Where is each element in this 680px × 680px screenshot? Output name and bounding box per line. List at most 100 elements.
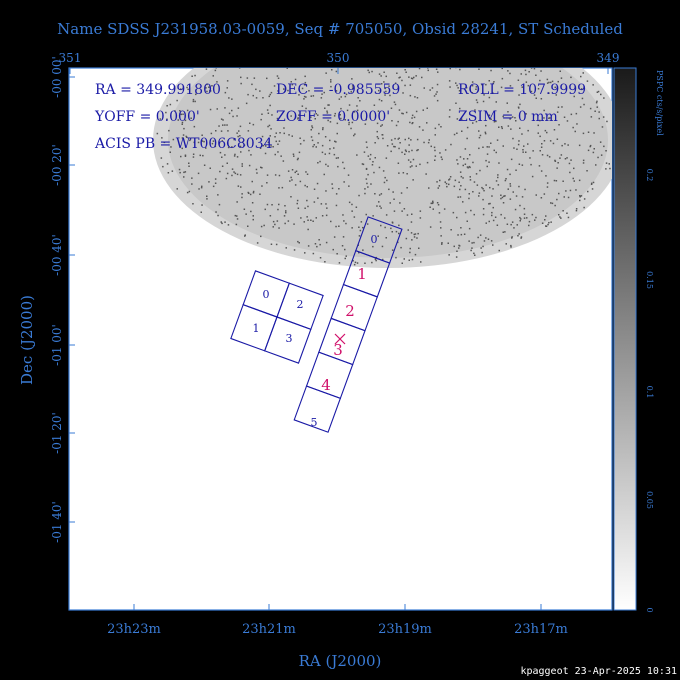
image-pixel <box>354 261 357 264</box>
image-pixel <box>256 242 259 244</box>
image-pixel <box>429 226 432 228</box>
image-pixel <box>355 206 358 208</box>
image-pixel <box>579 196 581 198</box>
image-pixel <box>511 237 513 239</box>
image-pixel <box>342 214 344 216</box>
image-pixel <box>566 120 569 122</box>
image-pixel <box>270 128 272 130</box>
left-tick-label: -00 00' <box>50 56 64 98</box>
image-pixel <box>249 44 251 46</box>
image-pixel <box>582 132 585 135</box>
image-pixel <box>203 164 206 166</box>
image-pixel <box>527 84 530 87</box>
image-pixel <box>475 99 478 101</box>
image-pixel <box>399 38 401 40</box>
image-pixel <box>367 173 369 176</box>
image-pixel <box>402 92 404 94</box>
image-pixel <box>491 195 493 197</box>
image-pixel <box>278 203 280 206</box>
image-pixel <box>572 126 574 129</box>
image-pixel <box>587 190 589 193</box>
image-pixel <box>343 181 345 183</box>
image-pixel <box>510 246 512 248</box>
top-tick-label: 351 <box>59 51 82 65</box>
image-pixel <box>289 61 291 63</box>
image-pixel <box>201 204 203 206</box>
image-pixel <box>586 170 588 172</box>
image-pixel <box>480 44 482 46</box>
image-pixel <box>519 127 521 129</box>
image-pixel <box>224 124 226 126</box>
image-pixel <box>601 126 604 128</box>
image-pixel <box>350 127 352 130</box>
image-pixel <box>169 151 171 153</box>
image-pixel <box>400 192 403 194</box>
image-pixel <box>471 92 474 94</box>
image-pixel <box>391 231 393 233</box>
image-pixel <box>342 236 345 238</box>
image-pixel <box>222 124 224 126</box>
image-pixel <box>260 225 263 228</box>
image-pixel <box>518 140 520 142</box>
image-pixel <box>402 112 404 115</box>
image-pixel <box>456 216 458 219</box>
image-pixel <box>231 174 233 177</box>
image-pixel <box>322 127 324 129</box>
image-pixel <box>489 202 491 205</box>
image-pixel <box>328 104 330 106</box>
image-pixel <box>535 74 537 76</box>
image-pixel <box>335 157 338 159</box>
image-pixel <box>548 92 550 94</box>
image-pixel <box>546 154 549 157</box>
image-pixel <box>306 48 308 50</box>
image-pixel <box>570 159 572 161</box>
image-pixel <box>449 176 452 178</box>
image-pixel <box>272 220 275 223</box>
image-pixel <box>350 42 352 44</box>
image-pixel <box>502 145 504 147</box>
image-pixel <box>525 73 527 76</box>
i-chip-label: 1 <box>253 322 260 335</box>
image-pixel <box>226 172 229 175</box>
image-pixel <box>194 74 196 77</box>
image-pixel <box>447 242 449 244</box>
image-pixel <box>441 242 443 244</box>
image-pixel <box>277 151 279 153</box>
image-pixel <box>429 206 431 208</box>
image-pixel <box>191 183 193 185</box>
image-pixel <box>520 236 523 238</box>
image-pixel <box>505 178 507 180</box>
image-pixel <box>472 50 474 52</box>
image-pixel <box>460 175 463 178</box>
image-pixel <box>209 90 211 92</box>
image-pixel <box>199 154 201 157</box>
image-pixel <box>521 196 524 198</box>
image-pixel <box>364 47 366 49</box>
image-pixel <box>393 210 396 212</box>
image-pixel <box>291 135 293 137</box>
image-pixel <box>415 75 417 77</box>
image-pixel <box>558 124 560 126</box>
image-pixel <box>493 149 495 152</box>
image-pixel <box>455 256 458 258</box>
image-pixel <box>264 208 266 211</box>
image-pixel <box>247 63 249 65</box>
image-pixel <box>325 214 328 217</box>
image-pixel <box>274 136 276 138</box>
image-pixel <box>244 235 246 237</box>
image-pixel <box>259 193 261 195</box>
image-pixel <box>245 102 248 105</box>
image-pixel <box>441 243 443 245</box>
image-pixel <box>320 97 323 99</box>
image-pixel <box>494 216 497 218</box>
image-pixel <box>409 251 411 254</box>
image-pixel <box>468 193 470 195</box>
image-pixel <box>409 94 412 97</box>
image-pixel <box>271 114 273 116</box>
image-pixel <box>297 118 299 120</box>
image-pixel <box>307 44 309 46</box>
image-pixel <box>326 207 328 209</box>
image-pixel <box>215 64 217 66</box>
image-pixel <box>411 258 414 261</box>
image-pixel <box>226 162 228 164</box>
